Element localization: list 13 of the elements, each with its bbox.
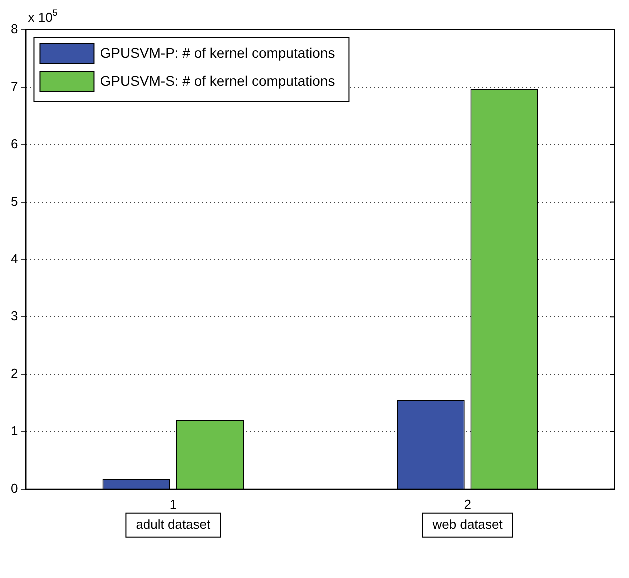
- y-tick-label: 2: [10, 366, 18, 382]
- y-tick-label: 6: [10, 136, 18, 152]
- y-tick-label: 0: [10, 480, 18, 496]
- text: adult dataset: [136, 516, 212, 532]
- y-tick-label: 1: [10, 424, 18, 439]
- legend-label: GPUSVM-P: # of kernel computations: [100, 44, 336, 61]
- y-tick-label: 3: [10, 308, 18, 324]
- text: web dataset: [432, 516, 504, 532]
- y-tick-label: 5: [10, 194, 18, 209]
- legend-label: GPUSVM-S: # of kernel computations: [100, 72, 336, 89]
- y-tick-label: 4: [10, 251, 18, 266]
- y-tick-label: 8: [10, 22, 18, 37]
- y-tick-label: 7: [10, 79, 18, 94]
